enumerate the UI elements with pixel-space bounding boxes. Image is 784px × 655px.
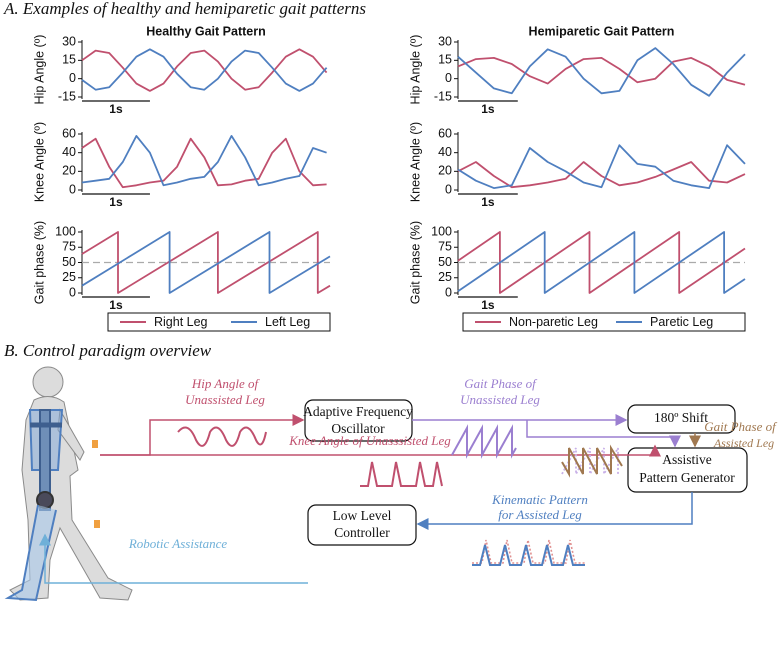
signal-label: Knee Angle of Unasssisted Leg (288, 433, 451, 448)
signal-label: Unassisted Leg (185, 392, 265, 407)
y-tick-label: 30 (438, 34, 452, 48)
legend-label: Left Leg (265, 315, 310, 329)
line-series (81, 137, 327, 189)
signal-icon (360, 461, 443, 487)
arrow (416, 492, 693, 530)
y-axis-label: Knee Angle (º) (32, 122, 46, 202)
line-series (457, 57, 746, 86)
y-tick-label: -15 (434, 89, 452, 103)
legend-box (107, 312, 331, 332)
line-series (81, 48, 328, 92)
box (627, 404, 736, 434)
signal-label: Gait Phase of (464, 376, 538, 391)
signal-icon (451, 424, 517, 459)
line-series (457, 231, 746, 294)
signal-label: Assisted Leg (713, 436, 774, 450)
scale-bar-label: 1s (481, 298, 495, 312)
line-series (457, 144, 746, 189)
y-tick-label: 0 (69, 285, 76, 299)
section-title: A. Examples of healthy and hemiparetic g… (3, 0, 366, 18)
y-tick-label: 25 (438, 270, 452, 284)
y-tick-label: 60 (438, 126, 452, 140)
legend-label: Non-paretic Leg (509, 315, 598, 329)
y-tick-label: 50 (62, 255, 76, 269)
legend-box (462, 312, 746, 332)
y-axis-label: Gait phase (%) (32, 221, 46, 304)
y-tick-label: 0 (69, 182, 76, 196)
line-series (81, 48, 328, 92)
y-axis-label: Hip Angle (º) (408, 35, 422, 105)
chart-title: Healthy Gait Pattern (146, 24, 265, 38)
signal-icon (472, 544, 585, 566)
legend-label: Right Leg (154, 315, 208, 329)
y-tick-label: 0 (445, 71, 452, 85)
scale-bar-label: 1s (109, 298, 123, 312)
scale-bar-label: 1s (109, 195, 123, 209)
y-tick-label: 100 (431, 224, 452, 238)
y-tick-label: -15 (58, 89, 76, 103)
box-label: 180º Shift (654, 410, 708, 425)
signal-label: Unassisted Leg (460, 392, 540, 407)
line-series (457, 47, 746, 97)
signal-icon (472, 539, 585, 564)
y-tick-label: 40 (438, 145, 452, 159)
y-axis-label: Knee Angle (º) (408, 122, 422, 202)
y-tick-label: 20 (438, 164, 452, 178)
exoskeleton (4, 409, 100, 602)
y-axis-label: Gait phase (%) (408, 221, 422, 304)
line-series (81, 231, 331, 294)
signal-label: for Assisted Leg (498, 507, 582, 522)
arrow (100, 414, 305, 456)
y-tick-label: 75 (438, 240, 452, 254)
line-series (457, 161, 746, 189)
scale-bar-label: 1s (481, 102, 495, 116)
legend-label: Paretic Leg (650, 315, 713, 329)
y-tick-label: 25 (62, 270, 76, 284)
signal-label: Gait Phase of (704, 419, 778, 434)
box-label: Controller (334, 525, 390, 540)
signal-label: Kinematic Pattern (491, 492, 588, 507)
scale-bar-label: 1s (109, 102, 123, 116)
diagram: Adaptive Frequency Oscillator 180º Shift… (4, 366, 778, 602)
box (627, 447, 748, 493)
signal-icon (177, 426, 267, 447)
y-tick-label: 20 (62, 164, 76, 178)
box (307, 504, 417, 546)
y-tick-label: 15 (438, 53, 452, 67)
y-tick-label: 0 (445, 182, 452, 196)
y-tick-label: 75 (62, 240, 76, 254)
y-tick-label: 100 (55, 224, 76, 238)
signal-icon (561, 444, 623, 478)
section-title: B. Control paradigm overview (4, 341, 212, 360)
y-tick-label: 30 (62, 34, 76, 48)
box-label: Pattern Generator (639, 470, 735, 485)
box-label: Oscillator (331, 421, 385, 436)
y-tick-label: 40 (62, 145, 76, 159)
signal-label: Hip Angle of (191, 376, 261, 391)
y-tick-label: 50 (438, 255, 452, 269)
box-label: Assistive (662, 452, 712, 467)
box-label: Low Level (333, 508, 392, 523)
box-label: Adaptive Frequency (303, 404, 413, 419)
scale-bar-label: 1s (481, 195, 495, 209)
arrow (39, 533, 308, 584)
y-tick-label: 0 (69, 71, 76, 85)
chart-title: Hemiparetic Gait Pattern (529, 24, 675, 38)
line-series (81, 135, 327, 187)
arrow (526, 420, 681, 448)
y-tick-label: 60 (62, 126, 76, 140)
y-axis-label: Hip Angle (º) (32, 35, 46, 105)
y-tick-label: 15 (62, 53, 76, 67)
y-tick-label: 0 (445, 285, 452, 299)
arrow (100, 444, 661, 457)
signal-label: Robotic Assistance (128, 536, 228, 551)
